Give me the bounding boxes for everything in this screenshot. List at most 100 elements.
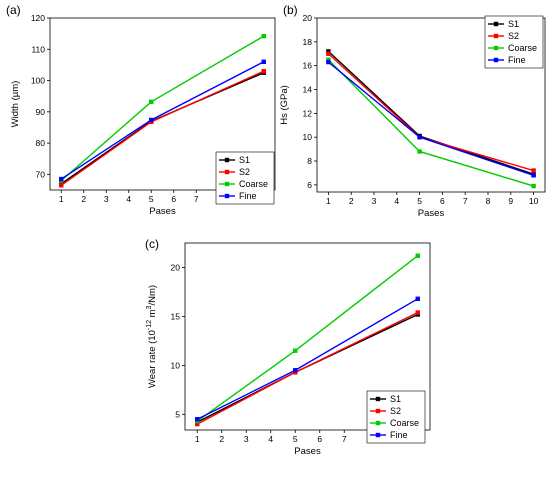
y-tick-label: 100: [31, 76, 45, 86]
data-point-fine: [417, 134, 422, 140]
y-axis-label: Hs (GPa): [279, 85, 290, 125]
y-tick-label: 6: [307, 180, 312, 190]
plot-frame: [184, 242, 431, 431]
data-point-fine: [326, 59, 331, 65]
y-axis-label-part: Wear rate (10: [147, 330, 158, 388]
y-axis-label-sup: 3: [146, 305, 153, 309]
y-axis-label-part: /Nm): [147, 285, 158, 306]
data-point-coarse: [149, 99, 154, 105]
x-axis-label: Pases: [294, 446, 321, 457]
y-tick-label: 15: [171, 311, 181, 321]
y-tick-label: 5: [175, 409, 180, 419]
legend-swatch-marker: [375, 420, 381, 426]
y-tick-label: 12: [303, 108, 313, 118]
y-tick-label: 16: [303, 61, 313, 71]
x-tick-label: 5: [417, 196, 422, 206]
legend-label: Fine: [508, 55, 526, 65]
legend-swatch-marker: [375, 396, 381, 402]
y-tick-label: 8: [307, 156, 312, 166]
x-axis-label: Pases: [418, 208, 445, 219]
data-point-coarse: [415, 253, 420, 258]
data-point-s1: [326, 49, 331, 54]
x-tick-label: 1: [326, 196, 331, 206]
panel-label: (c): [145, 237, 159, 251]
y-tick-label: 120: [31, 13, 45, 23]
legend-swatch-marker: [493, 45, 499, 51]
data-point-coarse: [326, 57, 331, 62]
x-tick-label: 6: [317, 434, 322, 444]
y-tick-label: 14: [303, 85, 313, 95]
y-axis-label-part: m: [147, 309, 158, 320]
legend-label: Coarse: [239, 179, 268, 189]
x-tick-label: 9: [508, 196, 513, 206]
data-point-s2: [415, 310, 420, 315]
plot-frame: [316, 17, 546, 193]
x-tick-label: 7: [463, 196, 468, 206]
data-point-fine: [261, 59, 266, 64]
legend-swatch-marker: [224, 157, 230, 163]
legend: S1 S2 Coarse Fine: [215, 151, 275, 205]
legend-label: S1: [239, 155, 250, 165]
y-tick-label: 20: [303, 13, 313, 23]
x-tick-label: 3: [244, 434, 249, 444]
legend-swatch-marker: [224, 169, 230, 175]
x-tick-label: 7: [194, 194, 199, 204]
data-point-s2: [261, 68, 266, 74]
legend-swatch-marker: [493, 57, 499, 63]
legend-label: S1: [508, 19, 519, 29]
data-point-coarse: [261, 33, 266, 39]
legend-label: Coarse: [390, 418, 419, 428]
data-point-s2: [59, 183, 64, 188]
data-point-s2: [531, 168, 536, 173]
x-tick-label: 5: [149, 194, 154, 204]
data-point-coarse: [531, 183, 536, 189]
chart-panel-1: (a)12345678910708090100110120PasesWidth …: [6, 3, 276, 217]
y-axis-label: Width (µm): [10, 81, 21, 128]
legend-label: S1: [390, 394, 401, 404]
x-tick-label: 8: [486, 196, 491, 206]
y-tick-label: 80: [36, 138, 46, 148]
x-tick-label: 4: [126, 194, 131, 204]
x-tick-label: 5: [293, 434, 298, 444]
plot-frame: [49, 17, 276, 191]
data-point-s2: [195, 421, 200, 427]
series-line-coarse: [327, 59, 534, 187]
panel-label: (b): [283, 3, 298, 17]
legend-label: Coarse: [508, 43, 537, 53]
chart-panel-3: (c)123456789105101520PasesWear rate (10-…: [145, 237, 431, 457]
legend-label: S2: [239, 167, 250, 177]
y-tick-label: 70: [36, 169, 46, 179]
legend-swatch-marker: [375, 432, 381, 438]
data-point-fine: [531, 173, 536, 178]
y-tick-label: 20: [171, 262, 181, 272]
y-tick-label: 10: [303, 132, 313, 142]
x-tick-label: 1: [195, 434, 200, 444]
legend-swatch-marker: [224, 193, 230, 199]
y-tick-label: 110: [31, 44, 45, 54]
data-point-fine: [293, 368, 298, 373]
x-axis-label: Pases: [149, 206, 176, 217]
series-line-s1: [327, 50, 534, 175]
x-tick-label: 3: [104, 194, 109, 204]
y-tick-label: 18: [303, 37, 313, 47]
data-point-fine: [149, 117, 154, 123]
x-tick-label: 2: [81, 194, 86, 204]
legend-swatch-marker: [224, 181, 230, 187]
x-tick-label: 4: [268, 434, 273, 444]
y-axis-label-sup: -12: [146, 320, 153, 330]
x-tick-label: 10: [529, 196, 539, 206]
x-tick-label: 2: [349, 196, 354, 206]
series-line-s2: [327, 53, 534, 172]
data-point-coarse: [293, 348, 298, 353]
x-tick-label: 3: [372, 196, 377, 206]
x-tick-label: 2: [219, 434, 224, 444]
data-point-s2: [326, 51, 331, 56]
x-tick-label: 6: [171, 194, 176, 204]
data-point-coarse: [417, 149, 422, 154]
legend-swatch-marker: [493, 33, 499, 39]
y-axis-label: Wear rate (10-12 m3/Nm): [146, 285, 158, 388]
data-point-fine: [195, 417, 200, 422]
panel-label: (a): [6, 3, 21, 17]
